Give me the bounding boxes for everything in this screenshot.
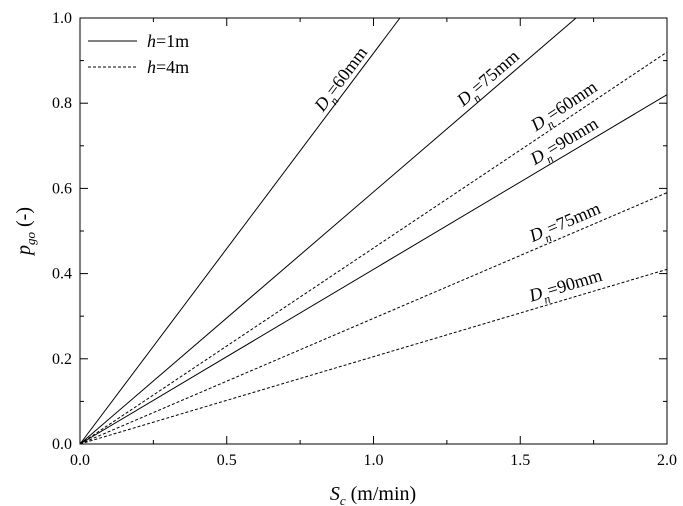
series-line-3	[79, 94, 668, 445]
series-label-rest: =75mm	[467, 46, 523, 98]
plot-frame	[79, 17, 668, 445]
y-axis-title: pgo (-)	[13, 207, 38, 257]
y-axis-title-sub: go	[23, 231, 38, 245]
x-axis-title-sub: c	[340, 493, 346, 506]
y-tick-label: 0.2	[52, 351, 72, 368]
x-tick-label: 1.0	[364, 452, 384, 469]
x-axis-title-rest: (m/min)	[346, 483, 417, 505]
y-tick-label: 0.0	[52, 436, 72, 453]
x-tick-label: 2.0	[657, 452, 677, 469]
x-tick-label: 1.5	[510, 452, 530, 469]
series-line-2	[79, 17, 577, 445]
legend-label-main: h	[147, 57, 156, 77]
series-line-1	[79, 17, 401, 445]
x-axis-title: Sc (m/min)	[330, 483, 416, 506]
legend-label-main: h	[147, 31, 156, 51]
series-lines	[79, 17, 668, 445]
axis-ticks	[79, 17, 668, 445]
series-label-main: D	[526, 283, 545, 306]
x-tick-label: 0.0	[70, 452, 90, 469]
legend-label-rest: =1m	[156, 31, 189, 51]
series-label-5: Dn=75mm	[525, 198, 605, 251]
y-tick-label: 0.8	[52, 95, 72, 112]
series-label-2: Dn=75mm	[452, 46, 526, 115]
series-label-rest: =60mm	[322, 43, 372, 100]
legend-label-1: h=1m	[147, 31, 189, 51]
y-axis-title-rest: (-)	[13, 207, 35, 232]
y-axis-title-main: p	[13, 245, 35, 257]
series-line-4	[79, 51, 668, 445]
legend-label-2: h=4m	[147, 57, 189, 77]
y-tick-label: 0.6	[52, 180, 72, 197]
series-labels: Dn=60mm Dn=75mmDn=90mmDn=60mmDn=75mmDn=90…	[310, 43, 606, 311]
series-line-5	[79, 192, 668, 445]
x-axis-title-main: S	[330, 483, 340, 505]
x-tick-label: 0.5	[217, 452, 237, 469]
series-label-rest: =90mm	[545, 265, 605, 300]
legend: h=1mh=4m	[88, 31, 189, 77]
y-tick-label: 1.0	[52, 10, 72, 27]
series-label-sub: n	[542, 292, 552, 307]
legend-label-rest: =4m	[156, 57, 189, 77]
series-label-1: Dn=60mm	[310, 43, 376, 119]
series-label-6: Dn=90mm	[526, 265, 606, 311]
series-label-sub: n	[543, 230, 554, 245]
y-tick-label: 0.4	[52, 266, 72, 283]
tick-labels: 0.0 0.5 1.0 1.5 2.0 0.0 0.2 0.4 0.6 0.8 1.0	[52, 10, 677, 469]
series-line-6	[79, 268, 668, 445]
